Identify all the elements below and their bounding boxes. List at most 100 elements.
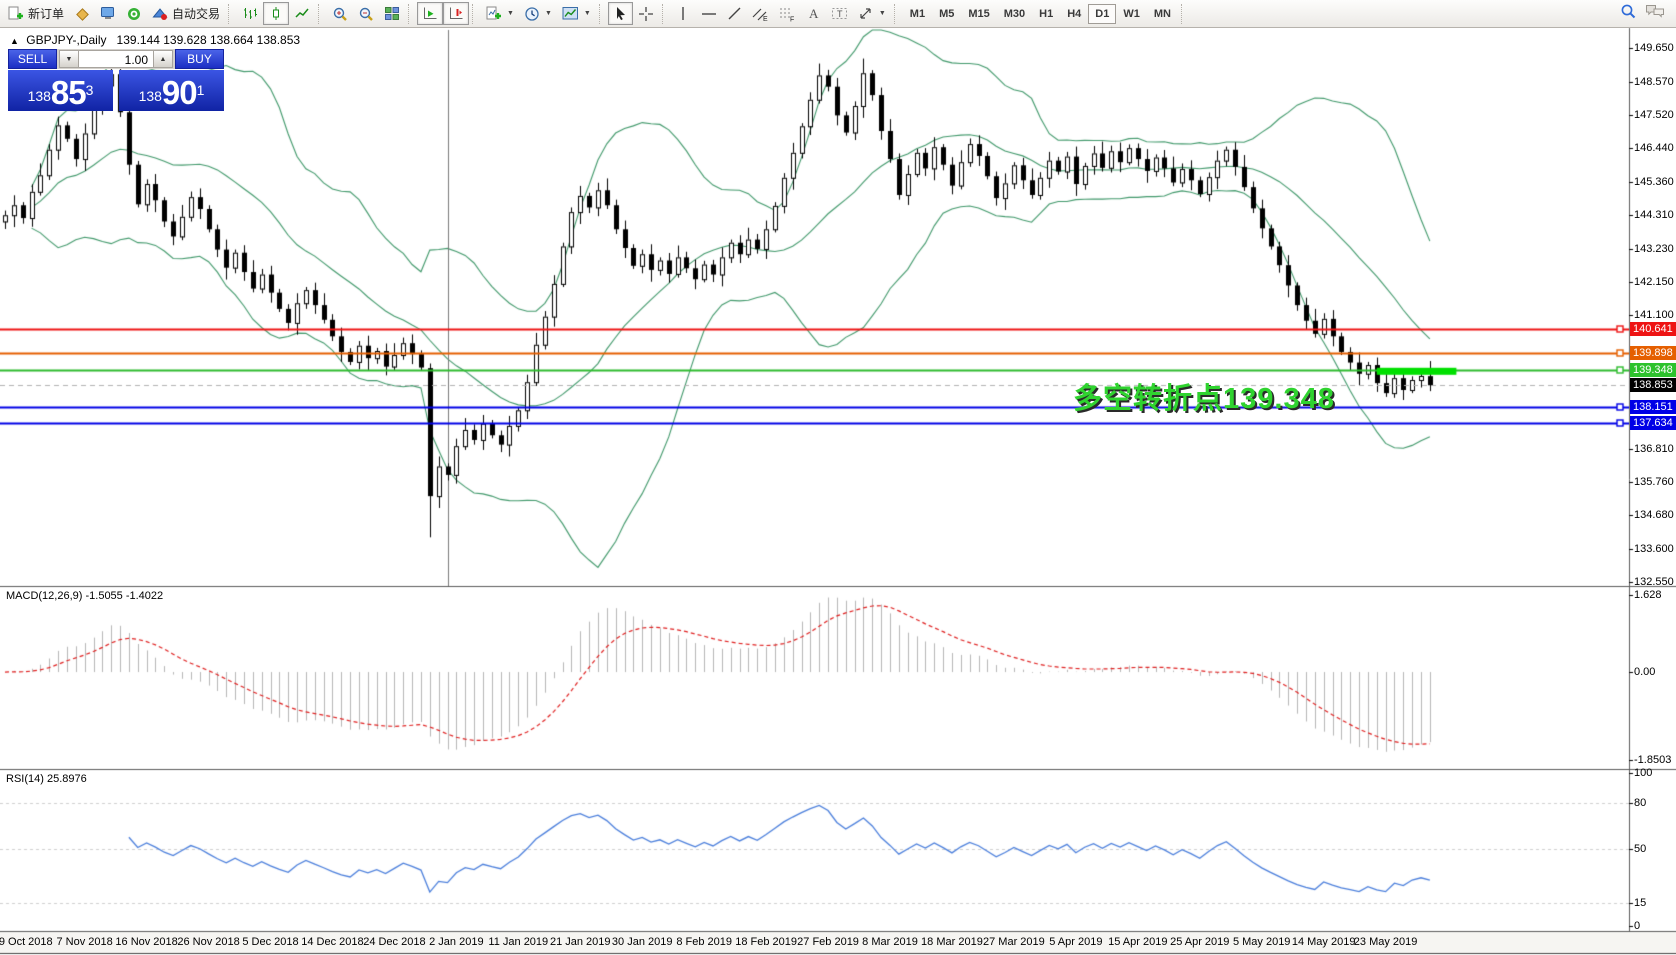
timeframe-h1[interactable]: H1: [1039, 7, 1054, 20]
toolbar-separator: [893, 3, 900, 24]
price-tick-label: 142.150: [1634, 275, 1674, 288]
chart-shift-button[interactable]: [443, 2, 470, 25]
alert-button[interactable]: [121, 2, 147, 25]
toolbar-separator: [661, 3, 668, 24]
date-tick-label: 8 Mar 2019: [862, 936, 918, 948]
timeframe-w1[interactable]: W1: [1123, 7, 1140, 20]
zoom-out-icon: [358, 6, 374, 22]
indicators-button[interactable]: ▼: [481, 2, 519, 25]
text-label-icon: T: [831, 6, 848, 21]
timeframe-h4[interactable]: H4: [1067, 7, 1082, 20]
fibonacci-button[interactable]: F: [774, 2, 801, 25]
volume-spinner: ▼ 1.00 ▲: [57, 49, 175, 69]
macd-tick-label: 1.628: [1634, 588, 1662, 601]
sell-price-sup: 3: [85, 82, 94, 98]
timeframe-m5[interactable]: M5: [939, 7, 955, 20]
sell-price-box[interactable]: 138 85 3: [8, 70, 113, 111]
autotrading-label: 自动交易: [172, 7, 221, 21]
cursor-icon: [613, 6, 627, 21]
date-tick-label: 5 Dec 2018: [242, 936, 299, 948]
horizontal-line-button[interactable]: [696, 2, 722, 25]
toolbar-separator: [318, 3, 324, 24]
shapes-button[interactable]: ▼: [853, 2, 891, 25]
svg-text:T: T: [837, 9, 843, 19]
new-order-button[interactable]: 新订单: [3, 2, 69, 25]
price-tick-label: 143.230: [1634, 242, 1674, 255]
vertical-line-button[interactable]: [671, 2, 696, 25]
crosshair-button[interactable]: [633, 2, 659, 25]
text-label-button[interactable]: T: [826, 2, 853, 25]
timeframe-m1[interactable]: M1: [909, 7, 926, 20]
volume-decrease-button[interactable]: ▼: [59, 50, 79, 68]
chart-annotation-text: 多空转折点139.348: [1073, 383, 1335, 415]
channel-button[interactable]: E: [747, 2, 774, 25]
rsi-tick-label: 80: [1634, 796, 1647, 809]
svg-text:F: F: [790, 16, 794, 22]
macd-values: -1.5055 -1.4022: [85, 590, 164, 602]
zoom-in-icon: [332, 6, 348, 22]
templates-button[interactable]: ▼: [557, 2, 596, 25]
price-tick-label: 144.310: [1634, 208, 1674, 221]
rsi-tick-label: 50: [1634, 842, 1647, 855]
toolbar-right: [1620, 3, 1673, 25]
price-tick-label: 136.810: [1634, 442, 1674, 455]
fibonacci-icon: F: [779, 6, 796, 22]
symbol-marker-icon[interactable]: ▲: [10, 36, 19, 46]
volume-increase-button[interactable]: ▲: [153, 50, 173, 68]
rsi-tick-label: 15: [1634, 896, 1647, 909]
price-tag: 138.853: [1630, 378, 1676, 392]
search-icon[interactable]: [1620, 3, 1637, 25]
profile-icon: [74, 6, 90, 22]
periods-button[interactable]: ▼: [519, 2, 557, 25]
chat-icon[interactable]: [1645, 3, 1665, 24]
periods-icon: [524, 6, 540, 22]
toolbar-separator: [1180, 3, 1187, 24]
market-watch-button[interactable]: [95, 2, 121, 25]
volume-input[interactable]: 1.00: [79, 50, 153, 68]
buy-price-box[interactable]: 138 90 1: [119, 70, 224, 111]
buy-button[interactable]: BUY: [175, 49, 224, 69]
rsi-tick-label: 0: [1634, 919, 1641, 932]
date-tick-label: 16 Nov 2018: [115, 936, 178, 948]
rsi-tick-label: 100: [1634, 766, 1653, 779]
timeframe-m30[interactable]: M30: [1003, 7, 1026, 20]
date-tick-label: 18 Mar 2019: [921, 936, 983, 948]
timeframe-d1[interactable]: D1: [1088, 3, 1117, 24]
price-tick-label: 133.600: [1634, 542, 1674, 555]
market-watch-icon: [100, 6, 116, 21]
new-order-label: 新订单: [28, 7, 65, 21]
line-chart-button[interactable]: [289, 2, 315, 25]
price-tick-label: 148.570: [1634, 75, 1674, 88]
candles-chart-button[interactable]: [263, 2, 290, 25]
symbol-timeframe-label: GBPJPY-,Daily: [26, 33, 107, 47]
auto-scroll-button[interactable]: [417, 2, 444, 25]
tile-windows-button[interactable]: [379, 2, 405, 25]
trendline-button[interactable]: [722, 2, 747, 25]
cursor-button[interactable]: [607, 2, 633, 25]
zoom-out-button[interactable]: [353, 2, 379, 25]
price-tick-label: 134.680: [1634, 508, 1674, 521]
one-click-trading-panel: SELL ▼ 1.00 ▲ BUY 138 85 3 138 90 1: [8, 49, 224, 111]
trendline-icon: [727, 6, 742, 21]
autotrading-button[interactable]: 自动交易: [147, 2, 225, 25]
price-tag: 137.634: [1630, 416, 1676, 430]
timeframe-mn[interactable]: MN: [1153, 7, 1171, 20]
ohlc-values: 139.144 139.628 138.664 138.853: [116, 33, 301, 47]
chevron-down-icon: ▼: [878, 10, 886, 17]
timeframe-m15[interactable]: M15: [968, 7, 990, 20]
bars-chart-button[interactable]: [237, 2, 263, 25]
macd-tick-label: -1.8503: [1634, 753, 1672, 766]
zoom-in-button[interactable]: [327, 2, 353, 25]
date-tick-label: 11 Jan 2019: [488, 936, 549, 948]
macd-label: MACD(12,26,9) -1.5055 -1.4022: [6, 590, 164, 602]
chevron-down-icon: ▼: [583, 10, 591, 17]
profile-button[interactable]: [69, 2, 95, 25]
chevron-down-icon: ▼: [544, 10, 552, 17]
candles-chart-icon: [268, 6, 284, 21]
auto-scroll-icon: [422, 6, 438, 21]
price-tag: 139.348: [1630, 363, 1676, 377]
sell-button[interactable]: SELL: [8, 49, 57, 69]
text-button[interactable]: A: [801, 2, 826, 25]
date-tick-label: 7 Nov 2018: [56, 936, 113, 948]
